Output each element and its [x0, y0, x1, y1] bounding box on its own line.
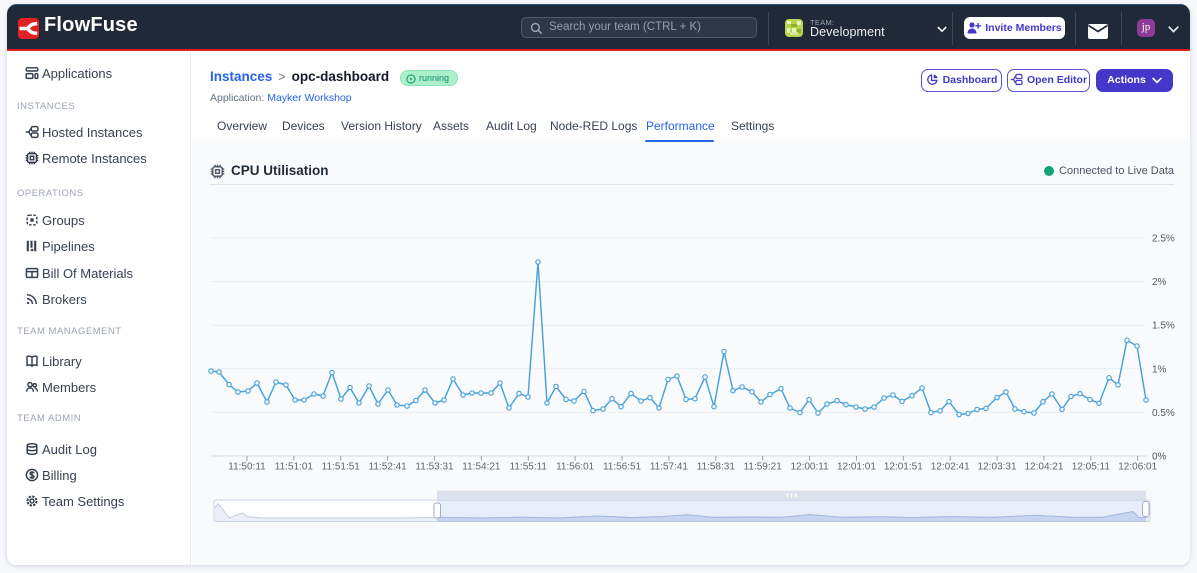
- svg-text:11:59:21: 11:59:21: [744, 462, 783, 473]
- svg-text:11:53:31: 11:53:31: [415, 462, 454, 473]
- svg-text:11:51:01: 11:51:01: [275, 462, 314, 473]
- svg-text:1%: 1%: [1152, 364, 1167, 375]
- svg-text:12:06:01: 12:06:01: [1118, 462, 1157, 473]
- svg-text:12:01:51: 12:01:51: [884, 462, 923, 473]
- svg-text:2.5%: 2.5%: [1152, 234, 1175, 245]
- svg-text:2%: 2%: [1152, 277, 1167, 288]
- svg-text:11:50:11: 11:50:11: [228, 462, 266, 473]
- svg-text:11:55:11: 11:55:11: [510, 462, 548, 473]
- svg-text:12:00:11: 12:00:11: [790, 462, 829, 473]
- svg-text:11:58:31: 11:58:31: [697, 462, 736, 473]
- svg-text:11:51:51: 11:51:51: [322, 462, 361, 473]
- svg-text:11:56:01: 11:56:01: [556, 462, 595, 473]
- svg-text:11:56:51: 11:56:51: [603, 462, 642, 473]
- svg-text:12:03:31: 12:03:31: [978, 462, 1017, 473]
- svg-text:12:02:41: 12:02:41: [931, 462, 970, 473]
- svg-text:0.5%: 0.5%: [1152, 408, 1175, 419]
- svg-text:12:04:21: 12:04:21: [1024, 462, 1063, 473]
- svg-text:12:01:01: 12:01:01: [837, 462, 876, 473]
- svg-text:11:52:41: 11:52:41: [369, 462, 408, 473]
- svg-text:1.5%: 1.5%: [1152, 321, 1175, 332]
- svg-text:11:54:21: 11:54:21: [462, 462, 501, 473]
- svg-text:11:57:41: 11:57:41: [650, 462, 689, 473]
- svg-text:12:05:11: 12:05:11: [1072, 462, 1111, 473]
- svg-text:0%: 0%: [1152, 452, 1167, 463]
